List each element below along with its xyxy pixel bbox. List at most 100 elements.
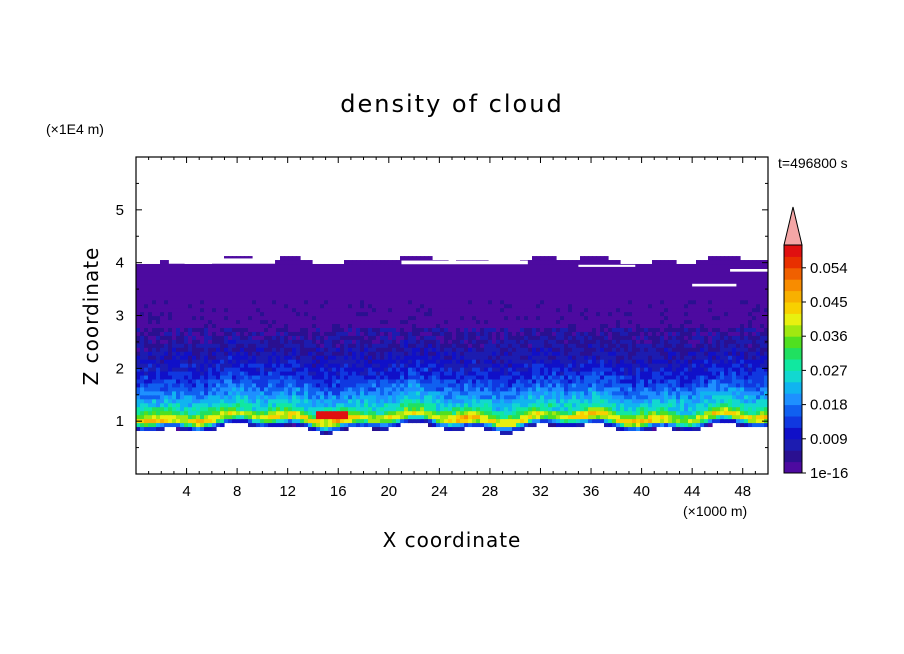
field-cell xyxy=(200,315,205,321)
field-cell xyxy=(492,410,497,416)
field-cell xyxy=(156,347,161,352)
field-cell xyxy=(624,307,629,313)
field-cell xyxy=(612,343,617,348)
field-cell xyxy=(416,406,421,412)
field-cell xyxy=(348,398,353,404)
field-cell xyxy=(472,327,477,332)
field-cell xyxy=(564,414,569,420)
field-cell xyxy=(208,370,213,376)
field-cell xyxy=(196,347,201,352)
field-cell xyxy=(324,343,329,348)
field-cell xyxy=(252,398,257,404)
field-cell xyxy=(544,307,549,313)
field-cell xyxy=(448,418,453,424)
field-cell xyxy=(588,402,593,408)
field-cell xyxy=(288,418,293,424)
field-cell xyxy=(168,299,173,305)
field-cell xyxy=(516,418,521,424)
field-cell xyxy=(256,311,261,317)
field-cell xyxy=(668,367,673,372)
field-cell xyxy=(676,351,681,356)
field-cell xyxy=(412,382,417,388)
field-cell xyxy=(244,323,249,328)
field-cell xyxy=(676,402,681,408)
field-cell xyxy=(592,410,597,416)
field-cell xyxy=(548,303,553,309)
field-cell xyxy=(540,351,545,356)
field-cell xyxy=(452,418,457,424)
field-cell xyxy=(652,422,657,428)
field-cell xyxy=(616,382,621,388)
field-cell xyxy=(644,315,649,321)
field-cell xyxy=(492,394,497,400)
field-cell xyxy=(436,343,441,348)
field-cell xyxy=(356,390,361,396)
field-cell xyxy=(212,406,217,412)
field-cell xyxy=(760,382,765,388)
field-cell xyxy=(448,378,453,384)
field-cell xyxy=(276,422,281,428)
field-cell xyxy=(752,374,757,380)
field-cell xyxy=(368,331,373,336)
field-cell xyxy=(472,363,477,368)
field-cell xyxy=(280,418,285,424)
field-cell xyxy=(760,327,765,332)
field-cell xyxy=(740,343,745,348)
field-cell xyxy=(168,370,173,376)
field-cell xyxy=(636,390,641,396)
field-cell xyxy=(664,398,669,404)
field-cell xyxy=(528,394,533,400)
field-cell xyxy=(380,394,385,400)
field-cell xyxy=(676,307,681,313)
field-cell xyxy=(216,343,221,348)
field-cell xyxy=(432,307,437,313)
field-cell xyxy=(708,390,713,396)
field-cell xyxy=(352,410,357,416)
field-cell xyxy=(288,374,293,380)
field-cell xyxy=(216,303,221,309)
field-cell xyxy=(580,422,585,428)
field-cell xyxy=(588,315,593,321)
field-cell xyxy=(308,303,313,309)
field-cell xyxy=(384,418,389,424)
field-cell xyxy=(560,378,565,384)
field-cell xyxy=(536,367,541,372)
field-cell xyxy=(376,307,381,313)
field-cell xyxy=(624,335,629,340)
field-cell xyxy=(668,410,673,416)
field-cell xyxy=(716,359,721,364)
field-cell xyxy=(696,367,701,372)
field-cell xyxy=(204,351,209,356)
field-cell xyxy=(144,386,149,392)
field-cell xyxy=(720,390,725,396)
field-cell xyxy=(564,386,569,392)
field-cell xyxy=(624,367,629,372)
field-cell xyxy=(756,311,761,317)
field-cell xyxy=(492,359,497,364)
field-cell xyxy=(352,303,357,309)
field-cell xyxy=(428,311,433,317)
field-cell xyxy=(636,394,641,400)
field-cell xyxy=(356,315,361,321)
field-cell xyxy=(528,414,533,420)
field-cell xyxy=(208,347,213,352)
field-cell xyxy=(396,355,401,360)
field-cell xyxy=(436,370,441,376)
field-cell xyxy=(536,394,541,400)
field-cell xyxy=(296,414,301,420)
field-cell xyxy=(640,351,645,356)
field-cell xyxy=(564,355,569,360)
field-cell xyxy=(744,382,749,388)
field-cell xyxy=(424,327,429,332)
field-cell xyxy=(184,339,189,344)
field-cell xyxy=(364,311,369,317)
field-cell xyxy=(296,339,301,344)
field-cell xyxy=(288,323,293,328)
field-cell xyxy=(540,367,545,372)
field-cell xyxy=(244,311,249,317)
field-cell xyxy=(536,327,541,332)
field-cell xyxy=(236,406,241,412)
field-cell xyxy=(564,331,569,336)
field-cell xyxy=(748,343,753,348)
field-cell xyxy=(572,335,577,340)
